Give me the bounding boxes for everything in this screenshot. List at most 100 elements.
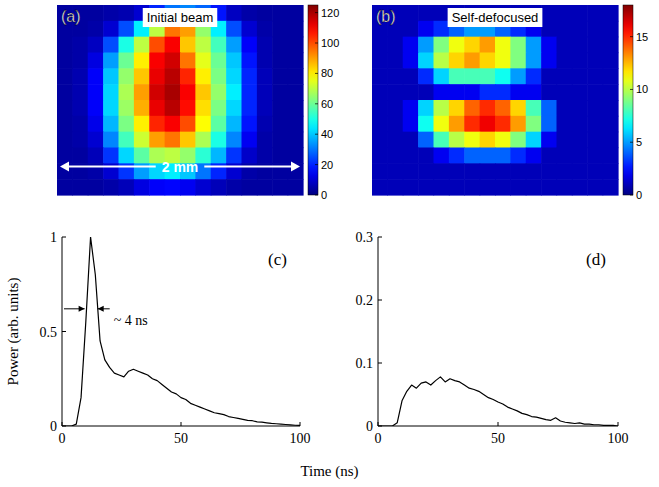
heat-cell: [526, 37, 542, 53]
heat-cell: [526, 132, 542, 148]
heat-cell: [226, 53, 242, 69]
heat-cell: [119, 37, 135, 53]
heat-cell: [510, 53, 526, 69]
heat-cell: [464, 84, 480, 100]
heat-cell: [510, 116, 526, 132]
heat-cell: [134, 148, 150, 164]
heat-cell: [288, 53, 304, 69]
y-tick-label: 0: [50, 419, 57, 434]
heat-cell: [211, 148, 227, 164]
heat-cell: [418, 148, 434, 164]
heat-cell: [587, 68, 603, 84]
heat-cell: [587, 5, 603, 21]
heat-cell: [572, 53, 588, 69]
heat-cell: [418, 21, 434, 37]
heat-cell: [257, 5, 273, 21]
heat-cell: [88, 132, 104, 148]
heat-cell: [495, 116, 511, 132]
heat-cell: [541, 84, 557, 100]
heat-cell: [464, 163, 480, 179]
heat-cell: [211, 179, 227, 195]
heat-cell: [149, 68, 165, 84]
heat-cell: [272, 100, 288, 116]
colorbar-tick-label: 0: [321, 189, 327, 201]
colorbar-tick-label: 40: [321, 128, 333, 140]
heat-cell: [288, 21, 304, 37]
heat-cell: [480, 37, 496, 53]
colorbar-tick: [315, 73, 318, 74]
heat-cell: [57, 179, 73, 195]
heat-cell: [119, 148, 135, 164]
heat-cell: [211, 100, 227, 116]
heat-cell: [165, 132, 181, 148]
heat-cell: [119, 53, 135, 69]
heat-cell: [572, 116, 588, 132]
colorbar-tick-label: 100: [321, 37, 339, 49]
heat-cell: [372, 37, 388, 53]
y-tick-label: 0.5: [40, 325, 58, 340]
heat-cell: [372, 148, 388, 164]
scale-bar-arrow: [60, 162, 69, 172]
heat-cell: [603, 53, 619, 69]
heat-cell: [434, 116, 450, 132]
heat-cell: [134, 132, 150, 148]
heat-cell: [72, 179, 88, 195]
heat-cell: [288, 179, 304, 195]
heat-cell: [418, 132, 434, 148]
heat-cell: [119, 21, 135, 37]
heat-cell: [449, 132, 465, 148]
heat-cell: [464, 53, 480, 69]
colorbar-tick-label: 80: [321, 67, 333, 79]
y-tick-label: 0.1: [356, 356, 374, 371]
heat-cell: [211, 116, 227, 132]
heat-cell: [495, 84, 511, 100]
heat-cell: [57, 84, 73, 100]
heat-cell: [510, 163, 526, 179]
panel-label: (a): [61, 8, 81, 25]
heat-cell: [387, 179, 403, 195]
x-tick-label: 0: [375, 431, 382, 446]
colorbar-tick: [630, 195, 633, 196]
heat-cell: [272, 37, 288, 53]
y-tick: [378, 237, 382, 238]
heat-cell: [372, 68, 388, 84]
heat-cell: [418, 100, 434, 116]
heat-cell: [226, 100, 242, 116]
heat-cell: [572, 37, 588, 53]
heat-cell: [242, 148, 258, 164]
heat-cell: [541, 68, 557, 84]
colorbar-tick-label: 60: [321, 98, 333, 110]
heat-cell: [495, 53, 511, 69]
heat-cell: [449, 148, 465, 164]
heat-cell: [180, 84, 196, 100]
heat-cell: [434, 84, 450, 100]
plot-area: [62, 237, 300, 426]
heat-cell: [403, 100, 419, 116]
heat-cell: [572, 148, 588, 164]
heat-cell: [603, 84, 619, 100]
heat-cell: [242, 37, 258, 53]
heat-cell: [195, 68, 211, 84]
colorbar-tick: [315, 12, 318, 13]
heat-cell: [510, 37, 526, 53]
heat-cell: [480, 116, 496, 132]
y-tick: [378, 300, 382, 301]
heat-cell: [272, 179, 288, 195]
x-tick: [181, 422, 182, 426]
heat-cell: [257, 53, 273, 69]
scale-bar-arrow: [291, 162, 300, 172]
heat-cell: [403, 5, 419, 21]
heat-cell: [587, 53, 603, 69]
heat-cell: [257, 68, 273, 84]
heat-cell: [526, 179, 542, 195]
x-tick-label: 100: [608, 431, 629, 446]
heat-cell: [180, 37, 196, 53]
heat-cell: [464, 116, 480, 132]
colorbar: [623, 5, 633, 195]
heat-cell: [103, 100, 119, 116]
heat-cell: [434, 37, 450, 53]
colorbar-tick: [630, 142, 633, 143]
scale-bar: [66, 166, 156, 168]
heat-cell: [195, 179, 211, 195]
heat-cell: [103, 21, 119, 37]
